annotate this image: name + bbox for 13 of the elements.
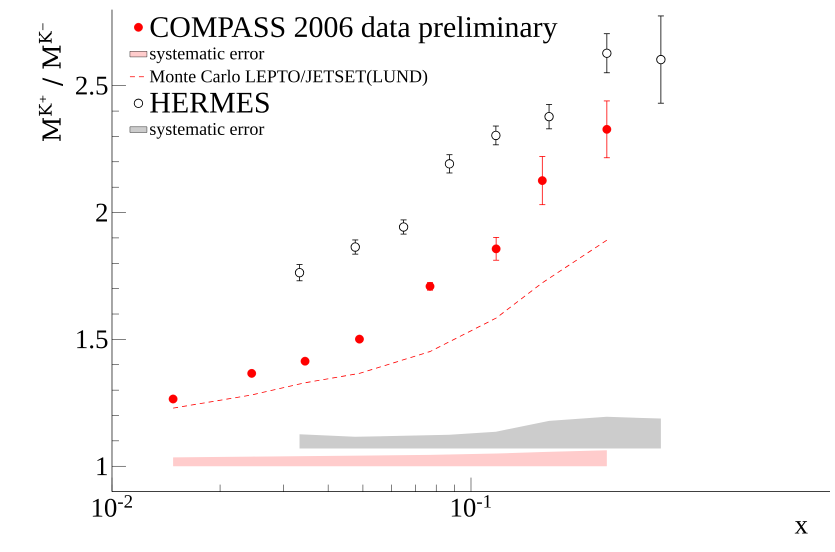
legend-label: Monte Carlo LEPTO/JETSET(LUND): [150, 70, 428, 86]
y-tick-label: 1: [97, 457, 107, 476]
y-tick-label: 2: [96, 204, 107, 222]
y-axis-title: M$^{K⁺}$ / M$^{K⁻}$: [38, 23, 63, 141]
legend-label: systematic error: [150, 122, 264, 139]
y-tick-label: 1.5: [77, 330, 108, 348]
x-axis-title: x: [794, 521, 808, 534]
x-tick-label: 10$^{-1}$: [452, 495, 491, 517]
legend-label: systematic error: [150, 47, 264, 64]
x-tick-label: 10$^{-2}$: [92, 495, 132, 517]
y-tick-label: 2.5: [76, 76, 108, 95]
legend-label: COMPASS 2006 data preliminary: [150, 16, 558, 44]
legend-label: HERMES: [150, 92, 269, 113]
